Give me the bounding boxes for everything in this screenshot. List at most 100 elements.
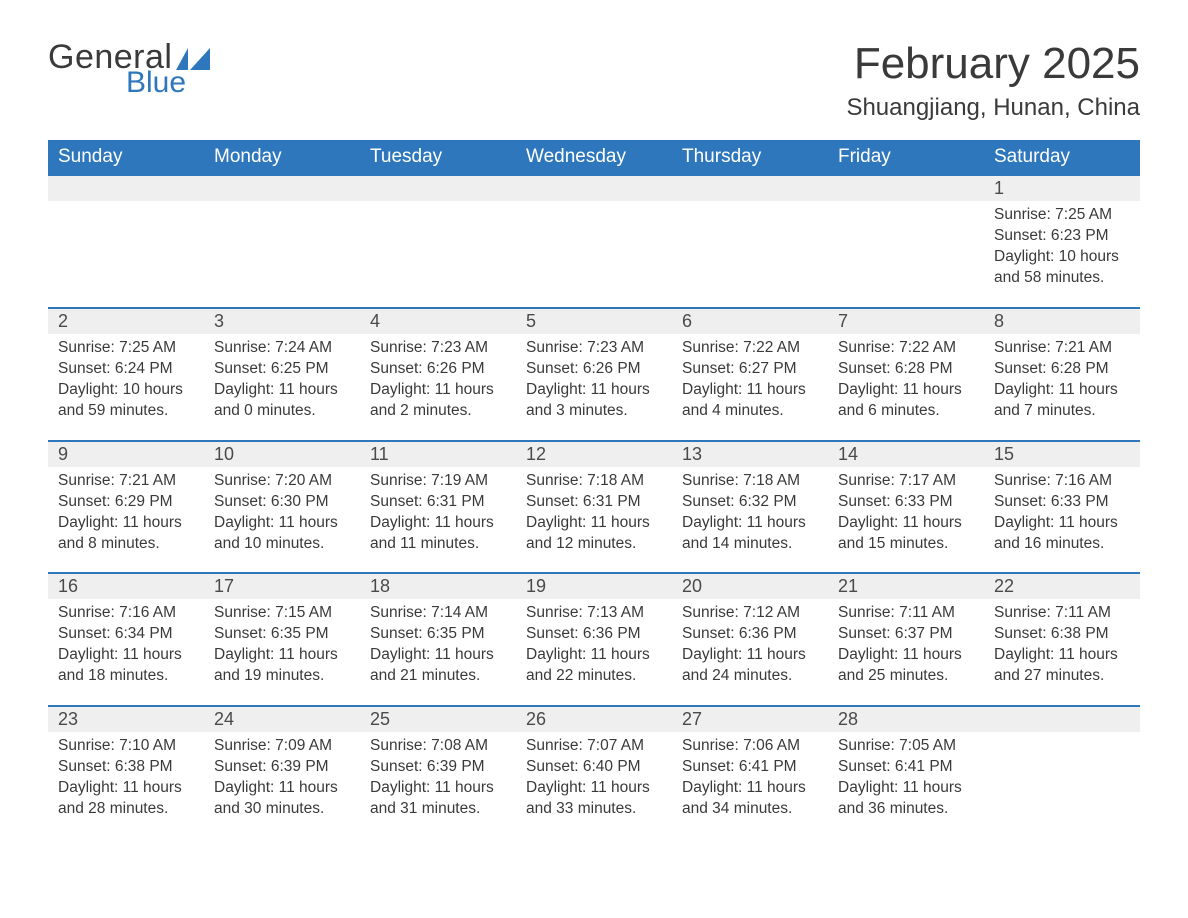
sunset-text: Sunset: 6:35 PM [370,624,506,645]
day-number-cell: 21 [828,573,984,599]
weekday-header: Sunday [48,140,204,175]
daylight-text: Daylight: 11 hours and 22 minutes. [526,645,662,687]
day-content-cell [48,201,204,308]
sunrise-text: Sunrise: 7:11 AM [838,603,974,624]
sunrise-text: Sunrise: 7:18 AM [526,471,662,492]
month-title: February 2025 [846,40,1140,88]
day-number-cell: 12 [516,441,672,467]
day-content-cell: Sunrise: 7:13 AMSunset: 6:36 PMDaylight:… [516,599,672,706]
day-content-cell: Sunrise: 7:18 AMSunset: 6:32 PMDaylight:… [672,467,828,574]
day-content-cell [828,201,984,308]
daylight-text: Daylight: 11 hours and 31 minutes. [370,778,506,820]
daylight-text: Daylight: 11 hours and 15 minutes. [838,513,974,555]
day-content-row: Sunrise: 7:21 AMSunset: 6:29 PMDaylight:… [48,467,1140,574]
daylight-text: Daylight: 11 hours and 30 minutes. [214,778,350,820]
day-content-cell: Sunrise: 7:25 AMSunset: 6:23 PMDaylight:… [984,201,1140,308]
sunrise-text: Sunrise: 7:22 AM [682,338,818,359]
sunset-text: Sunset: 6:28 PM [838,359,974,380]
sunrise-text: Sunrise: 7:23 AM [370,338,506,359]
daylight-text: Daylight: 11 hours and 12 minutes. [526,513,662,555]
day-number-cell: 17 [204,573,360,599]
page-header: General Blue February 2025 Shuangjiang, … [48,40,1140,122]
day-number-cell: 14 [828,441,984,467]
sunset-text: Sunset: 6:34 PM [58,624,194,645]
weekday-header: Saturday [984,140,1140,175]
sunrise-text: Sunrise: 7:25 AM [994,205,1130,226]
day-number-cell: 2 [48,308,204,334]
weekday-header: Thursday [672,140,828,175]
day-content-cell: Sunrise: 7:23 AMSunset: 6:26 PMDaylight:… [516,334,672,441]
day-number-cell [516,175,672,201]
sunrise-text: Sunrise: 7:06 AM [682,736,818,757]
sunrise-text: Sunrise: 7:16 AM [994,471,1130,492]
daylight-text: Daylight: 11 hours and 10 minutes. [214,513,350,555]
day-number-cell: 10 [204,441,360,467]
sunset-text: Sunset: 6:35 PM [214,624,350,645]
day-content-cell [984,732,1140,838]
weekday-header: Wednesday [516,140,672,175]
day-content-row: Sunrise: 7:25 AMSunset: 6:24 PMDaylight:… [48,334,1140,441]
location-subtitle: Shuangjiang, Hunan, China [846,94,1140,122]
day-content-cell: Sunrise: 7:05 AMSunset: 6:41 PMDaylight:… [828,732,984,838]
sunset-text: Sunset: 6:39 PM [214,757,350,778]
sunset-text: Sunset: 6:38 PM [994,624,1130,645]
day-number-cell: 9 [48,441,204,467]
sunrise-text: Sunrise: 7:19 AM [370,471,506,492]
sunrise-text: Sunrise: 7:09 AM [214,736,350,757]
daylight-text: Daylight: 11 hours and 11 minutes. [370,513,506,555]
daylight-text: Daylight: 11 hours and 18 minutes. [58,645,194,687]
sunset-text: Sunset: 6:31 PM [526,492,662,513]
daylight-text: Daylight: 11 hours and 4 minutes. [682,380,818,422]
day-number-cell: 8 [984,308,1140,334]
title-block: February 2025 Shuangjiang, Hunan, China [846,40,1140,122]
sunset-text: Sunset: 6:38 PM [58,757,194,778]
day-content-cell: Sunrise: 7:08 AMSunset: 6:39 PMDaylight:… [360,732,516,838]
day-number-cell [672,175,828,201]
daylight-text: Daylight: 11 hours and 27 minutes. [994,645,1130,687]
day-number-cell: 1 [984,175,1140,201]
calendar-header-row: SundayMondayTuesdayWednesdayThursdayFrid… [48,140,1140,175]
daylight-text: Daylight: 10 hours and 59 minutes. [58,380,194,422]
sunset-text: Sunset: 6:36 PM [526,624,662,645]
logo-text-blue: Blue [126,68,210,98]
day-number-cell: 27 [672,706,828,732]
sunset-text: Sunset: 6:32 PM [682,492,818,513]
day-content-cell: Sunrise: 7:23 AMSunset: 6:26 PMDaylight:… [360,334,516,441]
day-content-cell [204,201,360,308]
day-content-cell: Sunrise: 7:07 AMSunset: 6:40 PMDaylight:… [516,732,672,838]
daylight-text: Daylight: 10 hours and 58 minutes. [994,247,1130,289]
daylight-text: Daylight: 11 hours and 0 minutes. [214,380,350,422]
day-content-cell: Sunrise: 7:25 AMSunset: 6:24 PMDaylight:… [48,334,204,441]
day-content-cell: Sunrise: 7:21 AMSunset: 6:28 PMDaylight:… [984,334,1140,441]
daylight-text: Daylight: 11 hours and 14 minutes. [682,513,818,555]
sunset-text: Sunset: 6:30 PM [214,492,350,513]
day-content-cell [516,201,672,308]
daylight-text: Daylight: 11 hours and 21 minutes. [370,645,506,687]
daylight-text: Daylight: 11 hours and 25 minutes. [838,645,974,687]
day-number-row: 2345678 [48,308,1140,334]
day-content-cell: Sunrise: 7:22 AMSunset: 6:28 PMDaylight:… [828,334,984,441]
sunrise-text: Sunrise: 7:18 AM [682,471,818,492]
day-number-row: 9101112131415 [48,441,1140,467]
sunrise-text: Sunrise: 7:14 AM [370,603,506,624]
day-number-cell: 6 [672,308,828,334]
day-number-cell [48,175,204,201]
day-number-cell: 4 [360,308,516,334]
daylight-text: Daylight: 11 hours and 19 minutes. [214,645,350,687]
sunrise-text: Sunrise: 7:17 AM [838,471,974,492]
day-number-cell: 11 [360,441,516,467]
day-content-cell: Sunrise: 7:11 AMSunset: 6:38 PMDaylight:… [984,599,1140,706]
sunset-text: Sunset: 6:41 PM [838,757,974,778]
day-number-cell: 18 [360,573,516,599]
daylight-text: Daylight: 11 hours and 7 minutes. [994,380,1130,422]
sunrise-text: Sunrise: 7:23 AM [526,338,662,359]
daylight-text: Daylight: 11 hours and 33 minutes. [526,778,662,820]
day-content-cell [672,201,828,308]
day-content-cell: Sunrise: 7:16 AMSunset: 6:33 PMDaylight:… [984,467,1140,574]
sunset-text: Sunset: 6:33 PM [994,492,1130,513]
day-number-cell: 5 [516,308,672,334]
sunset-text: Sunset: 6:31 PM [370,492,506,513]
day-content-row: Sunrise: 7:25 AMSunset: 6:23 PMDaylight:… [48,201,1140,308]
day-number-cell [984,706,1140,732]
day-number-cell: 16 [48,573,204,599]
